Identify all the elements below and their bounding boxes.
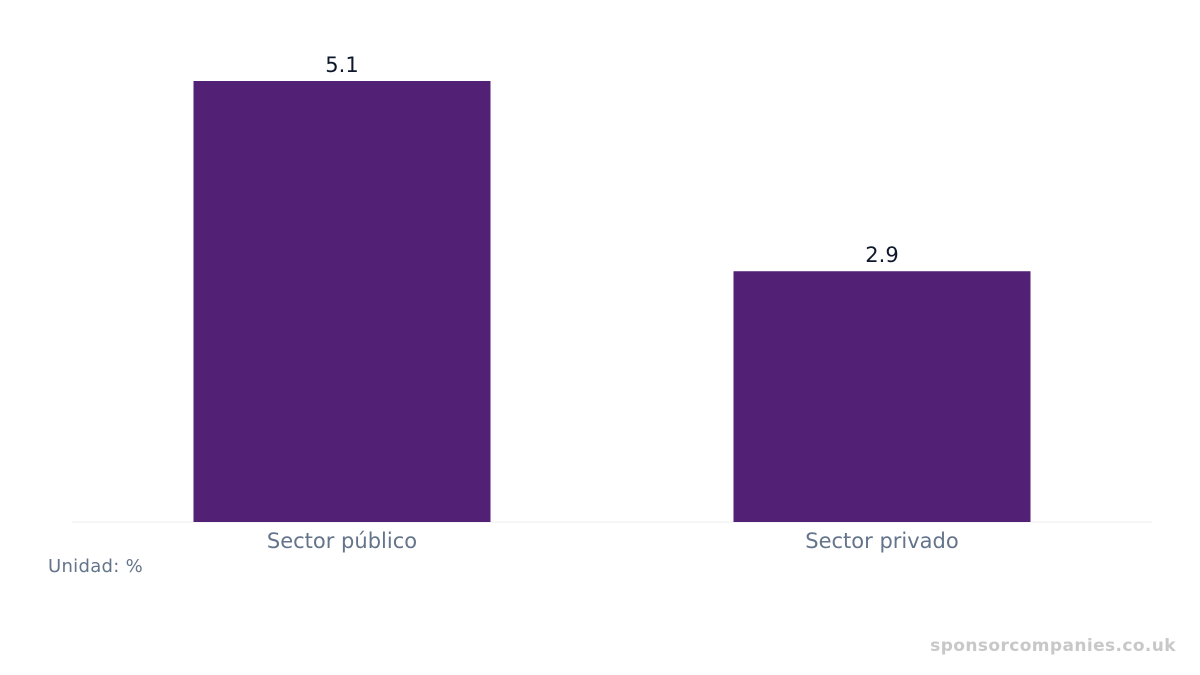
bar-0[interactable] (193, 81, 491, 522)
value-label-0: 5.1 (325, 53, 358, 77)
value-labels-group: 5.1 2.9 (325, 53, 898, 267)
watermark[interactable]: sponsorcompanies.co.uk (930, 636, 1176, 656)
value-label-1: 2.9 (865, 243, 898, 267)
bar-1[interactable] (733, 271, 1031, 522)
x-tick-label-0: Sector público (267, 529, 417, 553)
x-tick-labels-group: Sector público Sector privado (267, 529, 959, 553)
bars-group (193, 81, 1031, 522)
x-tick-label-1: Sector privado (805, 529, 958, 553)
unit-note: Unidad: % (48, 556, 144, 577)
